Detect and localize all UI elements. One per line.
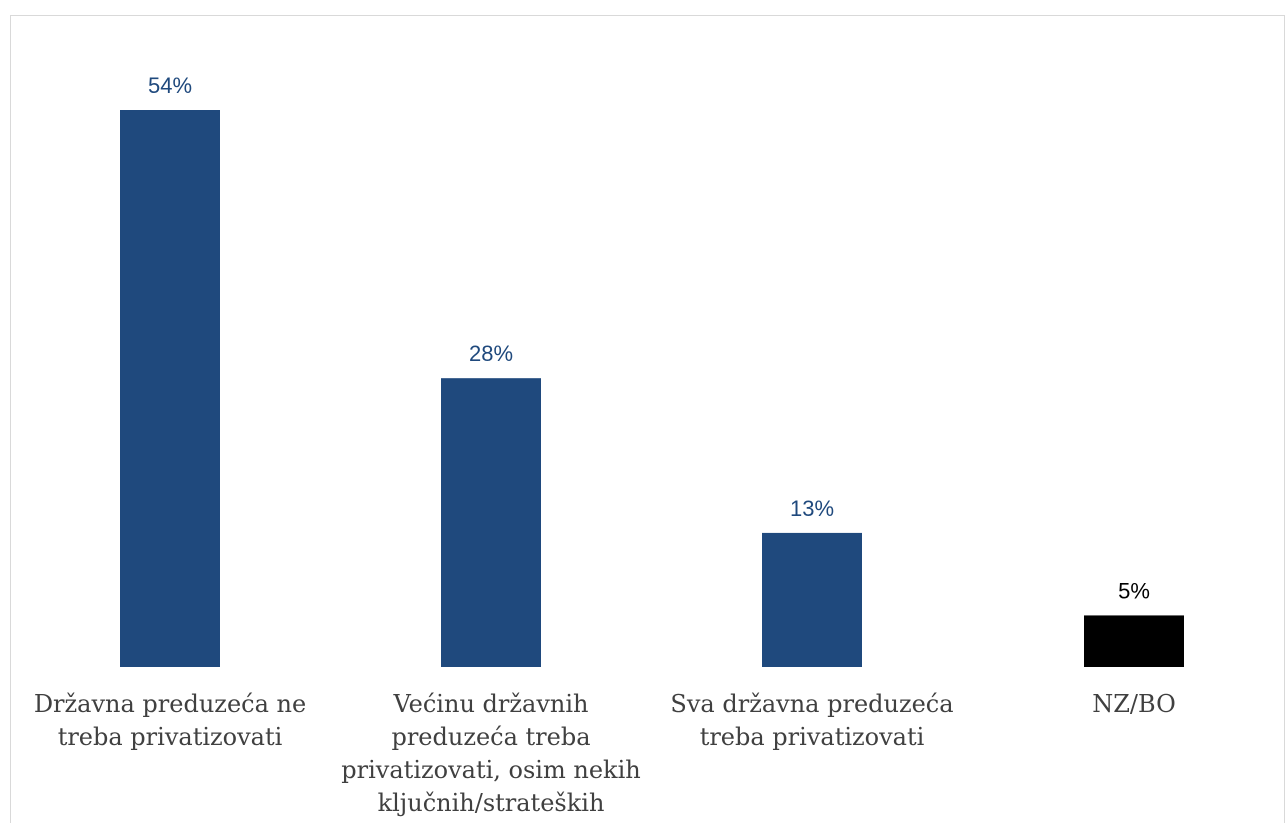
category-label-4-line-1: NZ/BO	[1092, 690, 1176, 718]
category-label-3-line-2: treba privatizovati	[700, 723, 925, 751]
category-label-1-line-2: treba privatizovati	[58, 723, 283, 751]
bar-4	[1084, 615, 1184, 667]
data-label-4: 5%	[1118, 578, 1150, 603]
data-label-2: 28%	[469, 341, 513, 366]
category-label-2-line-3: privatizovati, osim nekih	[341, 756, 640, 784]
chart-frame	[10, 15, 1285, 823]
bar-1	[120, 110, 220, 667]
bar-3	[762, 532, 862, 667]
category-label-2-line-4: ključnih/strateških	[378, 789, 605, 817]
category-label-3-line-1: Sva državna preduzeća	[670, 690, 953, 718]
category-label-2-line-2: preduzeća treba	[391, 723, 590, 751]
category-label-2-line-1: Većinu državnih	[393, 690, 589, 718]
data-label-1: 54%	[148, 73, 192, 98]
data-label-3: 13%	[790, 496, 834, 521]
bar-2	[441, 378, 541, 667]
category-label-1-line-1: Državna preduzeća ne	[34, 690, 306, 718]
